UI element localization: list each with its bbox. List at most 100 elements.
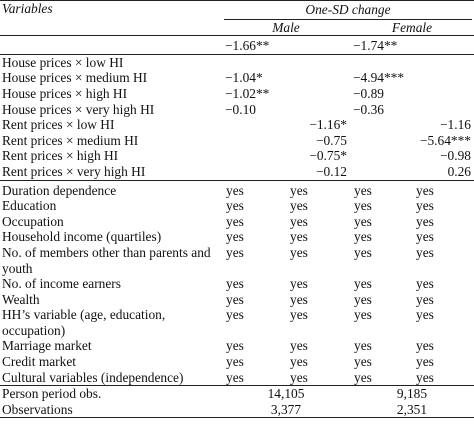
yes-cell: yes [412, 369, 474, 387]
yes-cell: yes [354, 276, 372, 292]
yes-cell: yes [354, 198, 372, 214]
cell-male-2 [286, 35, 350, 55]
cell-male-2 [286, 54, 350, 70]
header-row-1: Variables One-SD change [0, 0, 474, 20]
yes-cell: yes [290, 198, 308, 214]
header-row-2: Male Female [0, 19, 474, 37]
yes-cell: yes [416, 244, 434, 260]
row-label: Household income (quartiles) [2, 229, 162, 245]
cell-female-1 [350, 163, 412, 181]
cell-female-1 [350, 133, 412, 149]
cell-female-total: 9,185 [396, 386, 428, 402]
yes-cell: yes [354, 213, 372, 229]
yes-cell: yes [350, 369, 412, 387]
yes-cell: yes [226, 354, 244, 370]
yes-cell: yes [416, 338, 434, 354]
row-label: Rent prices × high HI [2, 148, 119, 164]
control-row: Cultural variables (independence) yes yes y… [0, 369, 474, 387]
yes-cell: yes [416, 354, 434, 370]
row-label: Marriage market [2, 338, 92, 354]
cell-female-1 [350, 148, 412, 164]
row-label: Rent prices × medium HI [2, 132, 139, 148]
yes-cell: yes [290, 338, 308, 354]
cell-male-1 [222, 117, 286, 133]
cell-male-2 [286, 70, 350, 86]
row-label: Rent prices × low HI [2, 117, 115, 133]
results-table: Variables One-SD change Male Female −1.6… [0, 0, 474, 419]
cell-female-1 [350, 117, 412, 133]
cell-male-1: −1.02** [225, 85, 270, 101]
cell-male-1: −0.10 [225, 101, 256, 117]
summary-row: Person period obs. 14,105 9,185 [0, 386, 474, 402]
yes-cell: yes [290, 276, 308, 292]
yes-cell: yes [416, 182, 434, 198]
cell-female-2: −0.98 [440, 148, 471, 164]
control-row: HH’s variable (age, education, occupatio… [0, 307, 474, 338]
yes-cell: yes [354, 229, 372, 245]
row-label: No. of income earners [2, 276, 121, 292]
cell-female-2: 0.26 [412, 163, 474, 181]
row-label: HH’s variable (age, education, occupatio… [2, 307, 166, 338]
male-header: Male [222, 19, 350, 37]
cell-female-2 [412, 70, 474, 86]
control-row: Occupation yes yes yes yes [0, 214, 474, 230]
control-row: No. of members other than parents and yo… [0, 245, 474, 276]
yes-cell: yes [354, 354, 372, 370]
row-label: Wealth [2, 291, 40, 307]
yes-cell: yes [354, 244, 372, 260]
baseline-row: −1.66** −1.74** [0, 35, 474, 55]
cell-male-1 [222, 163, 286, 181]
yes-cell: yes [226, 307, 244, 323]
row-label: Observations [0, 401, 222, 419]
control-row: Wealth yes yes yes yes [0, 292, 474, 308]
cell-male-1: −1.04* [225, 70, 263, 86]
yes-cell: yes [290, 213, 308, 229]
cell-male-1 [222, 133, 286, 149]
cell-female-2 [412, 54, 474, 70]
yes-cell: yes [226, 229, 244, 245]
cell-male-2: −0.75 [316, 132, 347, 148]
row-label: Cultural variables (independence) [0, 369, 222, 387]
control-row: Marriage market yes yes yes yes [0, 338, 474, 354]
row-label: House prices × high HI [2, 85, 128, 101]
cell-male-1 [222, 54, 286, 70]
cell-female-2 [412, 35, 474, 55]
yes-cell: yes [226, 198, 244, 214]
yes-cell: yes [222, 369, 286, 387]
row-label: Credit market [2, 354, 76, 370]
cell-female-2: −5.64*** [419, 132, 471, 148]
house-price-row: House prices × medium HI −1.04* −4.94*** [0, 70, 474, 86]
cell-female-1: −1.74** [350, 35, 412, 55]
cell-female-1: −0.89 [353, 85, 384, 101]
cell-female-2 [412, 86, 474, 102]
yes-cell: yes [416, 213, 434, 229]
yes-cell: yes [290, 229, 308, 245]
cell-male-1 [222, 148, 286, 164]
yes-cell: yes [226, 213, 244, 229]
yes-cell: yes [416, 276, 434, 292]
yes-cell: yes [226, 182, 244, 198]
cell-male-1: −1.66** [222, 35, 286, 55]
cell-male-total: 3,377 [222, 401, 350, 419]
cell-male-2 [286, 102, 350, 118]
cell-female-1: −0.36 [353, 101, 384, 117]
row-label [0, 35, 222, 55]
cell-female-total: 2,351 [350, 401, 474, 419]
variables-header: Variables [0, 0, 222, 20]
cell-male-2: −1.16* [309, 117, 347, 133]
row-label: No. of members other than parents and yo… [2, 244, 211, 276]
house-price-row: House prices × low HI [0, 54, 474, 70]
yes-cell: yes [290, 354, 308, 370]
cell-male-2: −0.75* [309, 148, 347, 164]
row-label: House prices × low HI [2, 54, 124, 70]
yes-cell: yes [416, 229, 434, 245]
yes-cell: yes [226, 338, 244, 354]
row-label: Occupation [2, 213, 64, 229]
cell-female-1: −4.94*** [353, 70, 405, 86]
cell-female-1 [350, 54, 412, 70]
table-body: Variables One-SD change Male Female −1.6… [0, 0, 474, 419]
cell-male-2 [286, 86, 350, 102]
cell-female-2 [412, 102, 474, 118]
row-label: House prices × medium HI [2, 70, 148, 86]
female-header: Female [350, 19, 474, 37]
